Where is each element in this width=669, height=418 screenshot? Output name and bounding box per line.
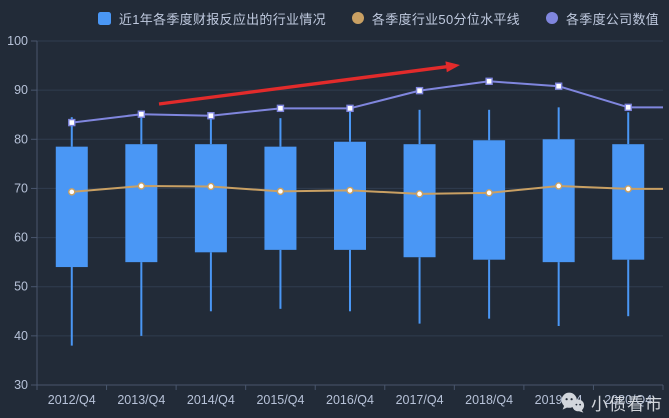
y-axis-label: 90 <box>14 83 28 97</box>
trend-arrow-head-icon <box>445 61 460 73</box>
company-value-marker[interactable] <box>485 77 493 85</box>
box-rect[interactable] <box>55 146 88 268</box>
x-axis-label: 2016/Q4 <box>326 393 374 407</box>
percentile-marker[interactable] <box>137 182 146 190</box>
company-value-marker[interactable] <box>624 103 632 112</box>
percentile-marker[interactable] <box>485 189 493 197</box>
box-rect[interactable] <box>612 144 645 260</box>
y-axis-label: 100 <box>7 34 28 48</box>
y-axis-label: 80 <box>14 132 28 146</box>
box-rect[interactable] <box>334 141 366 250</box>
company-value-line <box>71 80 663 124</box>
chart-legend: 近1年各季度财报反应出的行业情况 各季度行业50分位水平线 各季度公司数值 <box>44 7 669 29</box>
box-rect[interactable] <box>194 144 227 253</box>
x-axis-label: 2017/Q4 <box>396 393 444 407</box>
watermark-text: 小债看市 <box>591 395 663 414</box>
wechat-icon <box>561 392 585 413</box>
legend-swatch-circle-icon <box>351 12 364 24</box>
company-value-marker[interactable] <box>346 104 354 113</box>
percentile-marker[interactable] <box>207 182 215 191</box>
y-axis-label: 30 <box>14 378 28 392</box>
y-axis-label: 40 <box>14 329 28 343</box>
company-value-marker[interactable] <box>415 86 424 95</box>
x-axis-label: 2018/Q4 <box>465 393 513 407</box>
y-axis-label: 50 <box>14 280 28 294</box>
x-axis-label: 2014/Q4 <box>187 393 235 407</box>
watermark: 小债看市 <box>560 390 663 415</box>
percentile-marker[interactable] <box>624 185 632 193</box>
legend-item-50th-percentile-line[interactable]: 各季度行业50分位水平线 <box>351 9 520 28</box>
company-value-marker[interactable] <box>68 118 76 127</box>
x-axis-label: 2013/Q4 <box>117 393 165 407</box>
percentile-marker[interactable] <box>554 182 563 190</box>
company-value-marker[interactable] <box>207 111 215 120</box>
legend-swatch-circle-icon <box>545 12 558 24</box>
percentile-marker[interactable] <box>346 186 354 195</box>
legend-swatch-square-icon <box>97 11 111 25</box>
percentile-marker[interactable] <box>415 190 424 198</box>
company-value-marker[interactable] <box>276 104 285 113</box>
x-axis-label: 2012/Q4 <box>48 393 96 407</box>
percentile-marker[interactable] <box>276 187 285 196</box>
company-value-marker[interactable] <box>137 110 146 118</box>
box-rect[interactable] <box>542 139 575 263</box>
x-axis-label: 2015/Q4 <box>256 393 304 407</box>
legend-item-industry-boxplot[interactable]: 近1年各季度财报反应出的行业情况 <box>97 9 326 28</box>
percentile-line <box>71 184 663 195</box>
box-rect[interactable] <box>403 144 436 258</box>
company-value-marker[interactable] <box>554 82 563 90</box>
x-axis-label: 2020/Q4 <box>604 393 652 407</box>
y-axis-label: 70 <box>14 181 28 195</box>
trend-arrow-shaft <box>158 64 452 106</box>
legend-label: 近1年各季度财报反应出的行业情况 <box>118 11 326 27</box>
y-axis-label: 60 <box>14 231 28 245</box>
legend-label: 各季度行业50分位水平线 <box>371 11 520 27</box>
box-rect[interactable] <box>264 146 297 250</box>
box-rect[interactable] <box>125 144 158 263</box>
percentile-marker[interactable] <box>68 188 76 196</box>
legend-item-company-values[interactable]: 各季度公司数值 <box>545 9 660 28</box>
box-rect[interactable] <box>473 140 506 260</box>
legend-label: 各季度公司数值 <box>565 11 660 27</box>
